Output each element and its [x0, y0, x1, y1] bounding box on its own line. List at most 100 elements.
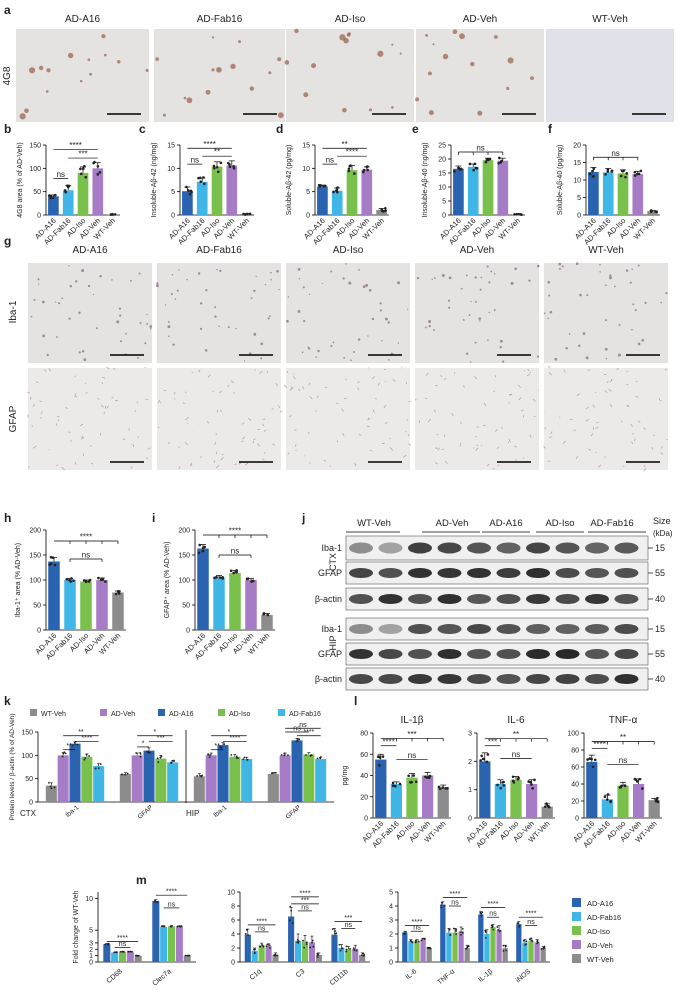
data-point [366, 168, 369, 172]
cell-mark [441, 448, 445, 450]
bar [376, 209, 387, 215]
cell-mark [316, 395, 319, 399]
bar [437, 787, 449, 818]
data-point [440, 901, 443, 904]
y-tick-label: 3 [89, 940, 93, 947]
cell-mark [549, 436, 553, 439]
data-point [135, 752, 138, 754]
data-point [485, 760, 489, 764]
y-axis-label: Soluble-Aβ-40 (pg/mg) [557, 145, 564, 216]
data-point [518, 925, 520, 928]
cell-mark [46, 353, 49, 357]
plaque-mark [428, 71, 432, 76]
cell-mark [433, 277, 436, 279]
legend-swatch [572, 912, 581, 921]
data-point [96, 165, 100, 168]
cell-mark [387, 321, 390, 324]
data-point [283, 752, 286, 755]
data-point [303, 946, 306, 949]
data-point [467, 945, 470, 948]
cell-mark [308, 293, 311, 296]
data-point [228, 163, 231, 166]
sig-label: **** [229, 735, 240, 742]
data-point [347, 167, 351, 171]
cell-mark [479, 320, 481, 322]
cell-mark [30, 396, 32, 400]
cell-mark [182, 402, 185, 405]
cell-mark [101, 382, 104, 385]
data-point [316, 952, 319, 955]
bar [301, 941, 309, 962]
blot-band [614, 542, 639, 554]
cell-mark [33, 403, 35, 407]
cell-mark [548, 372, 552, 376]
cell-mark [61, 297, 64, 300]
cell-mark [178, 466, 181, 469]
plaque-mark [28, 67, 36, 74]
cell-mark [348, 281, 352, 285]
sig-label: ns [476, 144, 484, 153]
cell-mark [125, 332, 127, 335]
sig-label: ns [57, 170, 65, 179]
cell-mark [486, 265, 489, 268]
micrograph-title: WT-Veh [588, 245, 624, 256]
bar [315, 955, 322, 962]
bar [183, 955, 191, 962]
row-label: Iba-1 [8, 300, 19, 323]
blot-band [378, 673, 403, 685]
cell-mark [575, 455, 579, 459]
data-point [484, 936, 487, 939]
cell-mark [357, 387, 360, 391]
bar [134, 955, 142, 962]
micrograph-4g8 [154, 29, 285, 122]
plaque-mark [238, 40, 242, 44]
y-axis-label: 4G8 area (% of AD-Veh) [17, 142, 24, 217]
plaque-mark [442, 53, 449, 60]
cell-mark [664, 368, 667, 371]
data-point [50, 787, 53, 790]
cell-mark [367, 417, 370, 420]
cell-mark [171, 274, 174, 276]
plaque-mark [45, 90, 49, 93]
data-point [216, 170, 220, 174]
data-point [318, 185, 322, 188]
data-point [378, 756, 382, 759]
cell-mark [144, 366, 147, 369]
cell-mark [221, 453, 224, 455]
cell-mark [287, 296, 290, 298]
cell-mark [418, 420, 421, 423]
plaque-mark [46, 68, 51, 73]
legend-label: AD-Veh [111, 711, 135, 718]
cell-mark [487, 339, 489, 342]
sig-label: ns [299, 722, 307, 729]
cell-mark [532, 398, 536, 402]
cell-mark [507, 441, 510, 444]
data-point [518, 924, 521, 927]
cell-mark [131, 443, 133, 446]
micrograph-background [286, 263, 410, 363]
cell-mark [227, 385, 230, 387]
data-point [543, 805, 547, 808]
cell-mark [514, 267, 517, 270]
data-point [524, 944, 527, 946]
cell-mark [629, 281, 632, 284]
cell-mark [315, 410, 317, 412]
cell-mark [278, 288, 280, 291]
data-point [402, 932, 405, 935]
cell-mark [100, 404, 104, 408]
cell-mark [75, 280, 78, 283]
sig-label: * [154, 729, 157, 736]
data-point [347, 169, 351, 173]
data-point [316, 956, 319, 958]
cell-mark [585, 356, 589, 360]
bar [420, 939, 426, 962]
micrograph-title: AD-Iso [335, 14, 366, 25]
data-point [295, 740, 298, 743]
bar [317, 186, 328, 215]
data-point [265, 945, 268, 948]
legend-swatch [572, 898, 581, 907]
y-tick-label: 5 [171, 189, 175, 196]
bar [440, 904, 446, 962]
